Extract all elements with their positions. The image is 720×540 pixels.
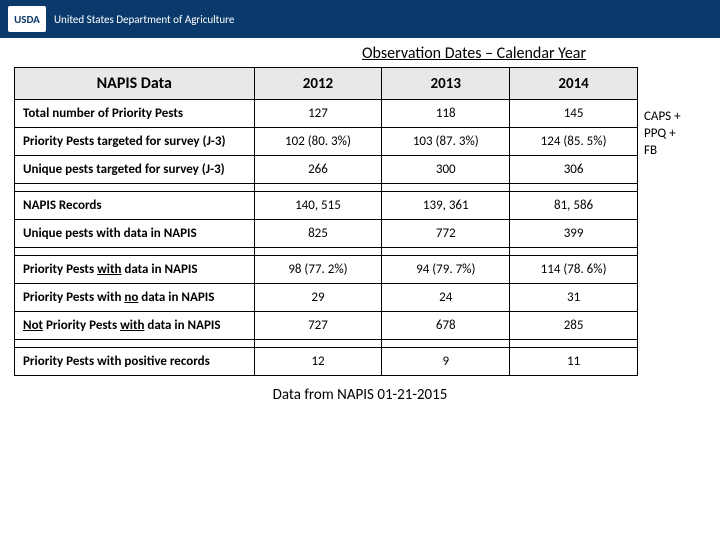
cell-value: 29 — [254, 284, 382, 312]
cell-value: 102 (80. 3%) — [254, 128, 382, 156]
cell-value: 114 (78. 6%) — [510, 256, 638, 284]
table-wrap: NAPIS Data 2012 2013 2014 Total number o… — [0, 67, 720, 376]
spacer-cell — [510, 184, 638, 192]
spacer-cell — [510, 340, 638, 348]
cell-value: 285 — [510, 312, 638, 340]
cell-value: 31 — [510, 284, 638, 312]
table-row: Priority Pests with no data in NAPIS2924… — [15, 284, 638, 312]
table-row: NAPIS Records140, 515139, 36181, 586 — [15, 192, 638, 220]
header-bar: USDA United States Department of Agricul… — [0, 0, 720, 38]
cell-value: 140, 515 — [254, 192, 382, 220]
cell-value: 11 — [510, 348, 638, 376]
cell-value: 94 (79. 7%) — [382, 256, 510, 284]
year-header: 2013 — [382, 68, 510, 100]
side-note-line: CAPS + — [644, 109, 696, 126]
spacer-cell — [382, 248, 510, 256]
cell-value: 9 — [382, 348, 510, 376]
row-header: NAPIS Data — [15, 68, 255, 100]
spacer-cell — [254, 248, 382, 256]
dept-name: United States Department of Agriculture — [54, 13, 234, 26]
row-label: Priority Pests with positive records — [15, 348, 255, 376]
cell-value: 118 — [382, 100, 510, 128]
year-header: 2014 — [510, 68, 638, 100]
cell-value: 24 — [382, 284, 510, 312]
table-row: Not Priority Pests with data in NAPIS727… — [15, 312, 638, 340]
cell-value: 145 — [510, 100, 638, 128]
year-header: 2012 — [254, 68, 382, 100]
row-label: Unique pests targeted for survey (J-3) — [15, 156, 255, 184]
cell-value: 139, 361 — [382, 192, 510, 220]
table-row — [15, 248, 638, 256]
row-label: Priority Pests with no data in NAPIS — [15, 284, 255, 312]
table-row: Unique pests targeted for survey (J-3)26… — [15, 156, 638, 184]
napis-table: NAPIS Data 2012 2013 2014 Total number o… — [14, 67, 638, 376]
table-row: Priority Pests with data in NAPIS98 (77.… — [15, 256, 638, 284]
cell-value: 306 — [510, 156, 638, 184]
spacer-cell — [15, 184, 255, 192]
table-row: Unique pests with data in NAPIS825772399 — [15, 220, 638, 248]
spacer-cell — [510, 248, 638, 256]
spacer-cell — [382, 184, 510, 192]
table-row: Total number of Priority Pests127118145 — [15, 100, 638, 128]
cell-value: 98 (77. 2%) — [254, 256, 382, 284]
cell-value: 678 — [382, 312, 510, 340]
table-row — [15, 340, 638, 348]
cell-value: 12 — [254, 348, 382, 376]
row-label: NAPIS Records — [15, 192, 255, 220]
cell-value: 825 — [254, 220, 382, 248]
side-note: CAPS + PPQ + FB — [638, 105, 696, 160]
row-label: Priority Pests targeted for survey (J-3) — [15, 128, 255, 156]
spacer-cell — [15, 340, 255, 348]
row-label: Priority Pests with data in NAPIS — [15, 256, 255, 284]
table-row: Priority Pests targeted for survey (J-3)… — [15, 128, 638, 156]
usda-logo: USDA — [8, 6, 46, 32]
cell-value: 103 (87. 3%) — [382, 128, 510, 156]
cell-value: 124 (85. 5%) — [510, 128, 638, 156]
side-note-line: PPQ + — [644, 126, 696, 143]
side-note-line: FB — [644, 143, 696, 160]
table-row: Priority Pests with positive records1291… — [15, 348, 638, 376]
cell-value: 399 — [510, 220, 638, 248]
row-label: Not Priority Pests with data in NAPIS — [15, 312, 255, 340]
row-label: Total number of Priority Pests — [15, 100, 255, 128]
footer-note: Data from NAPIS 01-21-2015 — [0, 376, 720, 404]
section-title: Observation Dates – Calendar Year — [0, 38, 720, 67]
spacer-cell — [254, 184, 382, 192]
row-label: Unique pests with data in NAPIS — [15, 220, 255, 248]
cell-value: 300 — [382, 156, 510, 184]
table-row — [15, 184, 638, 192]
cell-value: 266 — [254, 156, 382, 184]
cell-value: 727 — [254, 312, 382, 340]
spacer-cell — [15, 248, 255, 256]
cell-value: 127 — [254, 100, 382, 128]
spacer-cell — [382, 340, 510, 348]
spacer-cell — [254, 340, 382, 348]
cell-value: 772 — [382, 220, 510, 248]
cell-value: 81, 586 — [510, 192, 638, 220]
